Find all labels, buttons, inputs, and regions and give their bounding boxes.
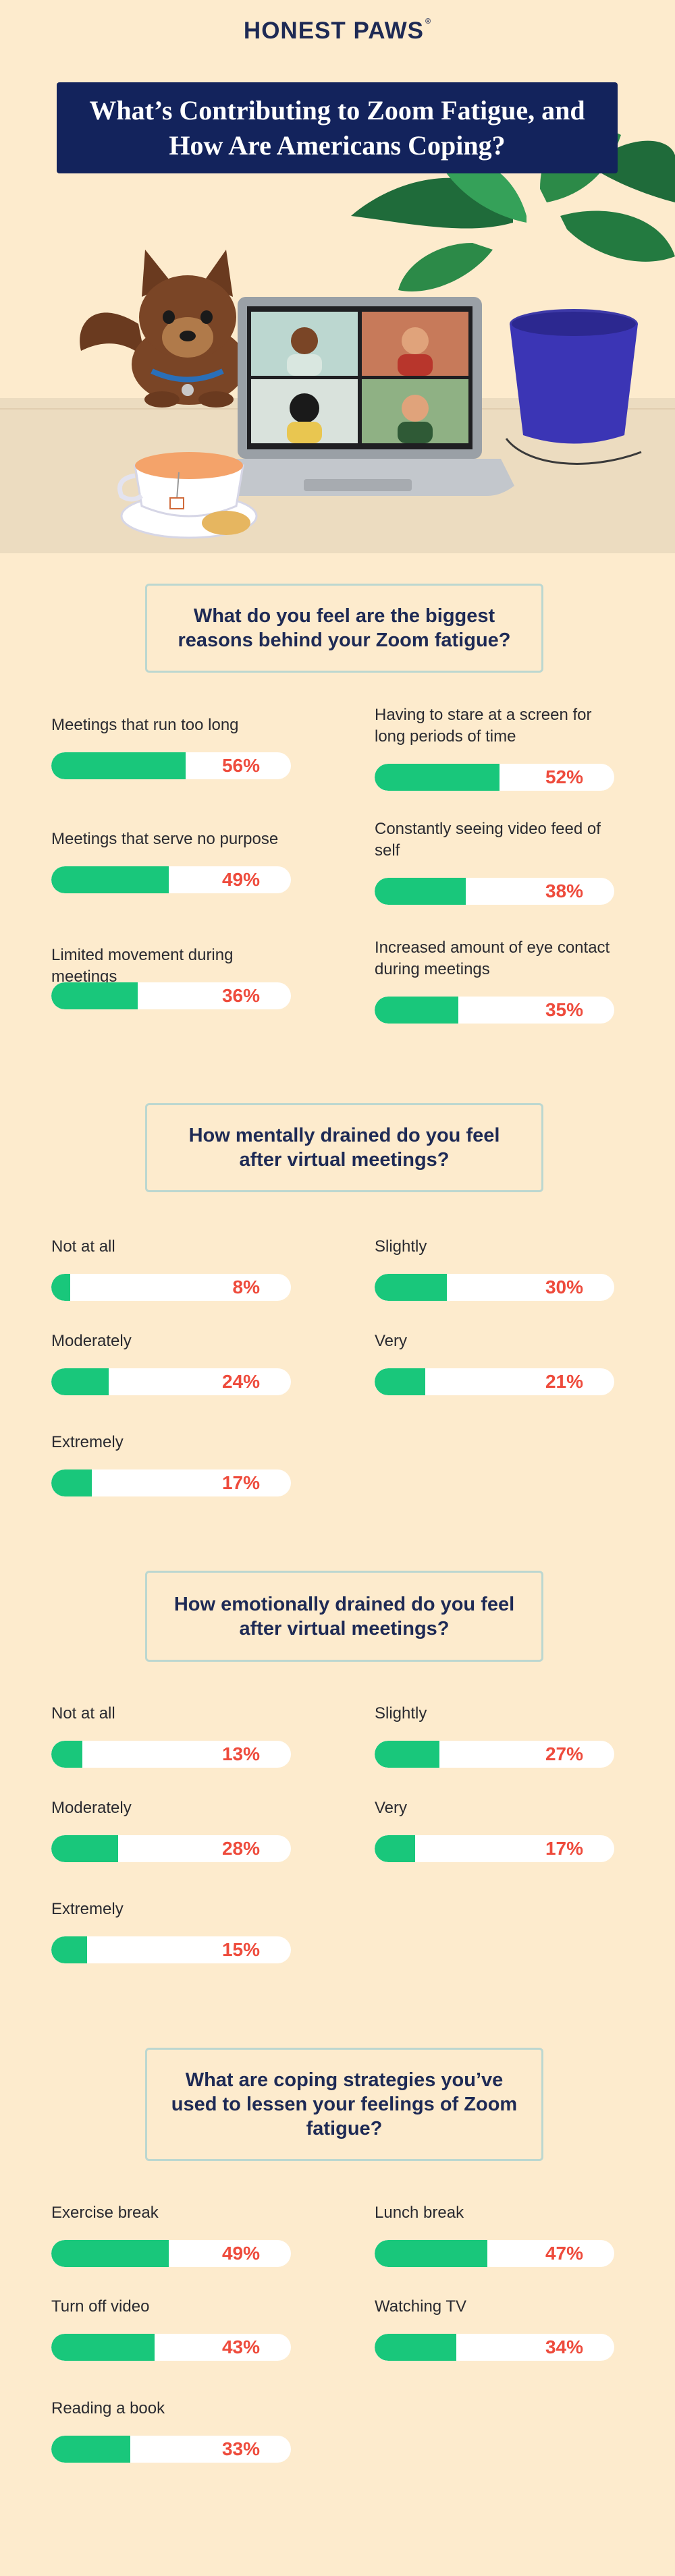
- bar-fill: [51, 2240, 169, 2267]
- bar-value-label: 17%: [545, 1838, 583, 1859]
- bar-label: Moderately: [51, 1799, 132, 1817]
- bar-fill: [51, 1274, 71, 1301]
- bar-track: 28%: [51, 1835, 291, 1862]
- bar-track: 49%: [51, 866, 291, 893]
- bar-value-label: 52%: [545, 766, 583, 787]
- bar-track: 15%: [51, 1936, 291, 1963]
- bar-track: 47%: [375, 2240, 614, 2267]
- bar-fill: [375, 764, 500, 791]
- bar-track: 56%: [51, 752, 291, 779]
- bar-value-label: 28%: [221, 1838, 260, 1859]
- bar-track: 38%: [375, 878, 614, 905]
- bar-track: 33%: [51, 2436, 291, 2463]
- bar-value-label: 38%: [545, 880, 583, 901]
- bar-value-label: 56%: [221, 755, 260, 776]
- bar-fill: [375, 1741, 439, 1768]
- bar-track: 13%: [51, 1741, 291, 1768]
- bar-label: Reading a book: [51, 2399, 165, 2417]
- bar-label: Watching TV: [375, 2297, 467, 2316]
- bar-fill: [51, 752, 186, 779]
- bar-fill: [375, 1368, 425, 1395]
- bar-label: Moderately: [51, 1332, 132, 1350]
- bar-value-label: 35%: [545, 999, 583, 1020]
- bar-fill: [51, 1469, 92, 1496]
- bar-value-label: 49%: [221, 869, 260, 890]
- bar-fill: [51, 1835, 119, 1862]
- plant-pot-icon: [505, 309, 642, 465]
- bar-value-label: 15%: [221, 1939, 260, 1960]
- bar-track: 17%: [51, 1469, 291, 1496]
- bar-label: Very: [375, 1332, 408, 1350]
- question-box: What are coping strategies you’ve used t…: [145, 2048, 543, 2161]
- bar-label: Constantly seeing video feed of self: [375, 820, 601, 860]
- bar-track: 17%: [375, 1835, 614, 1862]
- bar-value-label: 49%: [221, 2243, 260, 2264]
- bar-track: 34%: [375, 2334, 614, 2361]
- bar-label: Not at all: [51, 1704, 115, 1723]
- bar-track: 36%: [51, 982, 291, 1009]
- bar-track: 49%: [51, 2240, 291, 2267]
- bar-value-label: 33%: [221, 2438, 260, 2459]
- bar-label: Limited movement during meetings: [51, 946, 234, 986]
- bar-track: 8%: [51, 1274, 291, 1301]
- bar-label: Having to stare at a screen for long per…: [375, 706, 592, 746]
- bar-track: 30%: [375, 1274, 614, 1301]
- bar-value-label: 17%: [221, 1472, 260, 1493]
- bar-value-label: 30%: [545, 1277, 583, 1297]
- bar-track: 27%: [375, 1741, 614, 1768]
- bar-value-label: 43%: [221, 2336, 260, 2357]
- bar-fill: [51, 1741, 83, 1768]
- bar-label: Meetings that serve no purpose: [51, 830, 279, 848]
- bar-fill: [375, 997, 459, 1024]
- bar-track: 24%: [51, 1368, 291, 1395]
- registered-mark: ®: [425, 18, 432, 26]
- bar-track: 21%: [375, 1368, 614, 1395]
- question-box: How emotionally drained do you feel afte…: [145, 1571, 543, 1662]
- bar-fill: [375, 2240, 487, 2267]
- bar-value-label: 8%: [232, 1277, 260, 1297]
- bar-fill: [51, 982, 138, 1009]
- dog-icon: [80, 250, 246, 408]
- bar-value-label: 21%: [545, 1371, 583, 1392]
- bar-label: Turn off video: [51, 2297, 150, 2316]
- bar-fill: [375, 878, 466, 905]
- bar-label: Exercise break: [51, 2204, 159, 2222]
- bar-label: Increased amount of eye contact during m…: [375, 939, 610, 978]
- bar-value-label: 47%: [545, 2243, 583, 2264]
- question-box: How mentally drained do you feel after v…: [145, 1103, 543, 1192]
- bar-fill: [375, 1835, 416, 1862]
- bar-track: 52%: [375, 764, 614, 791]
- laptop-icon: [204, 297, 514, 496]
- bar-label: Slightly: [375, 1237, 427, 1256]
- bar-value-label: 36%: [221, 985, 260, 1006]
- bar-label: Extremely: [51, 1900, 124, 1918]
- bar-value-label: 24%: [221, 1371, 260, 1392]
- bar-label: Meetings that run too long: [51, 716, 239, 734]
- page-title: What’s Contributing to Zoom Fatigue, and…: [57, 82, 618, 173]
- bar-value-label: 34%: [545, 2336, 583, 2357]
- bar-label: Extremely: [51, 1433, 124, 1451]
- brand-name: HONEST PAWS: [243, 18, 424, 44]
- bar-fill: [51, 1368, 109, 1395]
- bar-value-label: 13%: [221, 1743, 260, 1764]
- bar-fill: [51, 2334, 155, 2361]
- teacup-icon: [117, 452, 258, 539]
- bar-fill: [51, 1936, 88, 1963]
- bar-label: Not at all: [51, 1237, 115, 1256]
- bar-track: 43%: [51, 2334, 291, 2361]
- bar-value-label: 27%: [545, 1743, 583, 1764]
- bar-fill: [375, 1274, 447, 1301]
- bar-label: Slightly: [375, 1704, 427, 1723]
- bar-fill: [51, 866, 169, 893]
- bar-fill: [51, 2436, 131, 2463]
- question-box: What do you feel are the biggest reasons…: [145, 584, 543, 673]
- bar-label: Lunch break: [375, 2204, 464, 2222]
- bar-label: Very: [375, 1799, 408, 1817]
- bar-track: 35%: [375, 997, 614, 1024]
- brand-logo: HONEST PAWS ®: [0, 18, 675, 45]
- bar-fill: [375, 2334, 456, 2361]
